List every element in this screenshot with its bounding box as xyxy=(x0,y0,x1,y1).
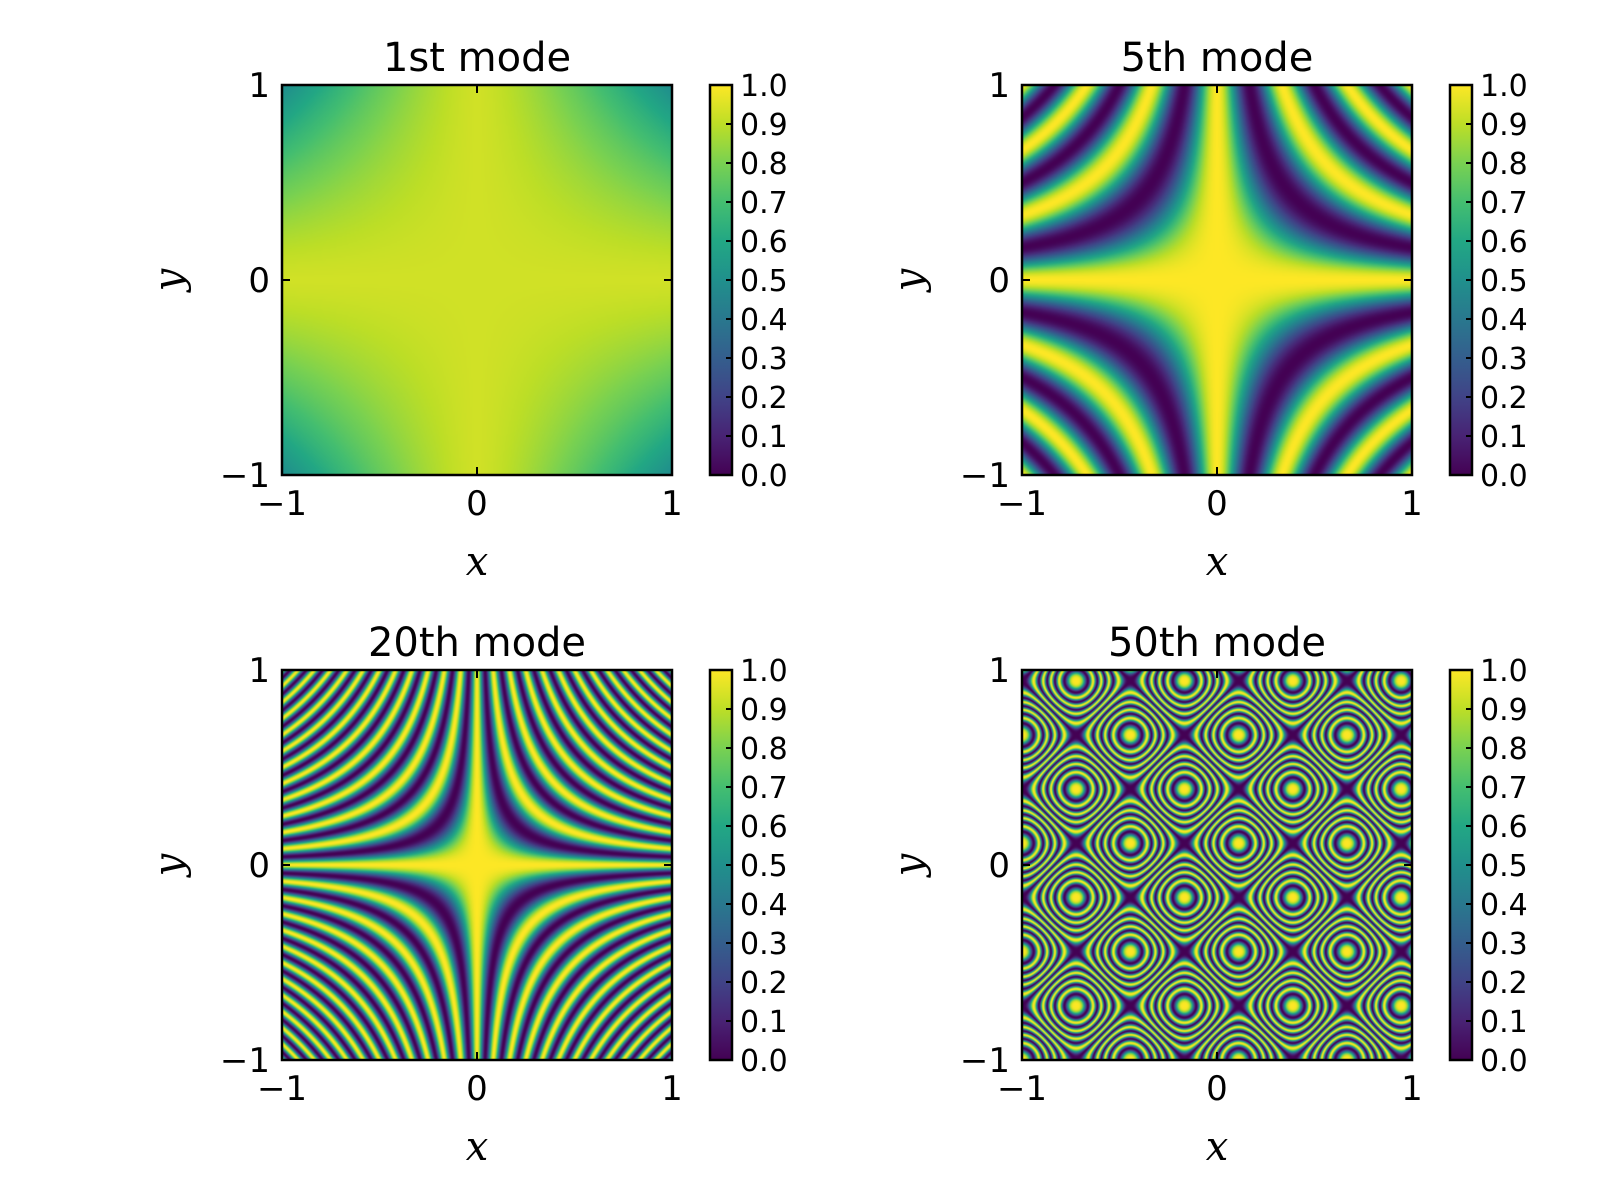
y-tick-label: 1 xyxy=(988,66,1010,106)
colorbar-tick-label: 0.3 xyxy=(740,342,788,377)
colorbar-tick-label: 0.1 xyxy=(740,1005,788,1040)
colorbar-tick-label: 0.6 xyxy=(1480,225,1528,260)
colorbar-tick-label: 0.8 xyxy=(1480,147,1528,182)
colorbar xyxy=(1450,85,1472,475)
x-axis-label: x xyxy=(1206,1124,1229,1170)
colorbar-tick-label: 0.2 xyxy=(1480,966,1528,1001)
colorbar-tick-label: 0.6 xyxy=(740,225,788,260)
panel-3: 20th mode −1 0 1 −1 0 1 x y 0.0 0.1 0.2 0.3 0.4 0.5 0.6… xyxy=(146,620,788,1170)
colorbar xyxy=(1450,670,1472,1060)
panel-1: 1st mode −1 0 1 −1 0 1 x y 0.0 0.1 0.2 0.3 0.4 0.5 0.6 0… xyxy=(146,35,788,585)
colorbar-tick-label: 0.8 xyxy=(1480,732,1528,767)
colorbar-tick-label: 0.4 xyxy=(740,888,788,923)
colorbar-tick-label: 0.1 xyxy=(740,420,788,455)
colorbar-tick-label: 0.4 xyxy=(740,303,788,338)
y-tick-label: 1 xyxy=(988,651,1010,691)
colorbar-tick-label: 0.9 xyxy=(740,108,788,143)
colorbar-tick-label: 0.2 xyxy=(740,381,788,416)
colorbar-tick-label: 0.0 xyxy=(740,1044,788,1079)
y-axis-label: y xyxy=(146,267,192,293)
colorbar-tick-label: 0.7 xyxy=(740,186,788,221)
colorbar xyxy=(710,85,732,475)
colorbar-tick-label: 0.3 xyxy=(740,927,788,962)
panel-2: 5th mode −1 0 1 −1 0 1 x y 0.0 0.1 0.2 0.3 0.4 0.5 0.6 0… xyxy=(886,35,1528,585)
y-axis-label: y xyxy=(146,852,192,878)
y-tick-label: 0 xyxy=(988,846,1010,886)
colorbar-tick-label: 0.6 xyxy=(740,810,788,845)
x-tick-label: 0 xyxy=(466,1069,488,1109)
colorbar-tick-label: 0.5 xyxy=(740,849,788,884)
x-tick-label: −1 xyxy=(997,1069,1047,1109)
x-tick-label: 1 xyxy=(661,1069,683,1109)
x-tick-label: 0 xyxy=(466,484,488,524)
colorbar-tick-label: 0.8 xyxy=(740,732,788,767)
colorbar-tick-label: 0.6 xyxy=(1480,810,1528,845)
x-tick-label: −1 xyxy=(257,1069,307,1109)
panel-title: 50th mode xyxy=(1108,620,1326,666)
colorbar xyxy=(710,670,732,1060)
x-tick-label: 1 xyxy=(661,484,683,524)
colorbar-tick-label: 0.1 xyxy=(1480,420,1528,455)
y-tick-label: 0 xyxy=(988,261,1010,301)
colorbar-tick-label: 0.7 xyxy=(740,771,788,806)
colorbar-tick-label: 1.0 xyxy=(1480,69,1528,104)
x-tick-label: −1 xyxy=(257,484,307,524)
colorbar-tick-label: 0.7 xyxy=(1480,186,1528,221)
y-tick-label: 0 xyxy=(248,846,270,886)
colorbar-tick-label: 0.1 xyxy=(1480,1005,1528,1040)
colorbar-tick-label: 0.3 xyxy=(1480,342,1528,377)
colorbar-tick-label: 0.0 xyxy=(1480,1044,1528,1079)
colorbar-tick-label: 0.9 xyxy=(1480,108,1528,143)
colorbar-tick-label: 0.9 xyxy=(1480,693,1528,728)
y-tick-label: 1 xyxy=(248,66,270,106)
y-tick-label: 1 xyxy=(248,651,270,691)
colorbar-tick-label: 0.4 xyxy=(1480,303,1528,338)
y-tick-label: −1 xyxy=(220,1041,270,1081)
colorbar-tick-label: 0.0 xyxy=(740,459,788,494)
colorbar-tick-label: 0.5 xyxy=(1480,264,1528,299)
colorbar-tick-label: 0.2 xyxy=(740,966,788,1001)
panel-4: 50th mode −1 0 1 −1 0 1 x y 0.0 0.1 0.2 0.3 0.4 0.5 0.6… xyxy=(886,620,1528,1170)
y-axis-label: y xyxy=(886,267,932,293)
colorbar-tick-label: 0.5 xyxy=(1480,849,1528,884)
colorbar-tick-label: 0.3 xyxy=(1480,927,1528,962)
x-axis-label: x xyxy=(466,539,489,585)
y-tick-label: 0 xyxy=(248,261,270,301)
y-tick-label: −1 xyxy=(960,456,1010,496)
colorbar-tick-label: 1.0 xyxy=(740,654,788,689)
panel-title: 1st mode xyxy=(383,35,571,81)
x-tick-label: 1 xyxy=(1401,484,1423,524)
colorbar-tick-label: 1.0 xyxy=(740,69,788,104)
colorbar-tick-label: 0.8 xyxy=(740,147,788,182)
heatmap-image xyxy=(282,85,672,475)
x-tick-label: 0 xyxy=(1206,484,1228,524)
y-tick-label: −1 xyxy=(220,456,270,496)
colorbar-tick-label: 1.0 xyxy=(1480,654,1528,689)
heatmap-image xyxy=(1022,670,1412,1060)
x-tick-label: −1 xyxy=(997,484,1047,524)
x-axis-label: x xyxy=(1206,539,1229,585)
x-tick-label: 0 xyxy=(1206,1069,1228,1109)
colorbar-tick-label: 0.0 xyxy=(1480,459,1528,494)
colorbar-tick-label: 0.4 xyxy=(1480,888,1528,923)
panel-title: 20th mode xyxy=(368,620,586,666)
colorbar-tick-label: 0.7 xyxy=(1480,771,1528,806)
y-tick-label: −1 xyxy=(960,1041,1010,1081)
heatmap-image xyxy=(1022,85,1412,475)
x-tick-label: 1 xyxy=(1401,1069,1423,1109)
y-axis-label: y xyxy=(886,852,932,878)
panel-title: 5th mode xyxy=(1121,35,1314,81)
colorbar-tick-label: 0.5 xyxy=(740,264,788,299)
colorbar-tick-label: 0.2 xyxy=(1480,381,1528,416)
colorbar-tick-label: 0.9 xyxy=(740,693,788,728)
x-axis-label: x xyxy=(466,1124,489,1170)
heatmap-image xyxy=(282,670,672,1060)
